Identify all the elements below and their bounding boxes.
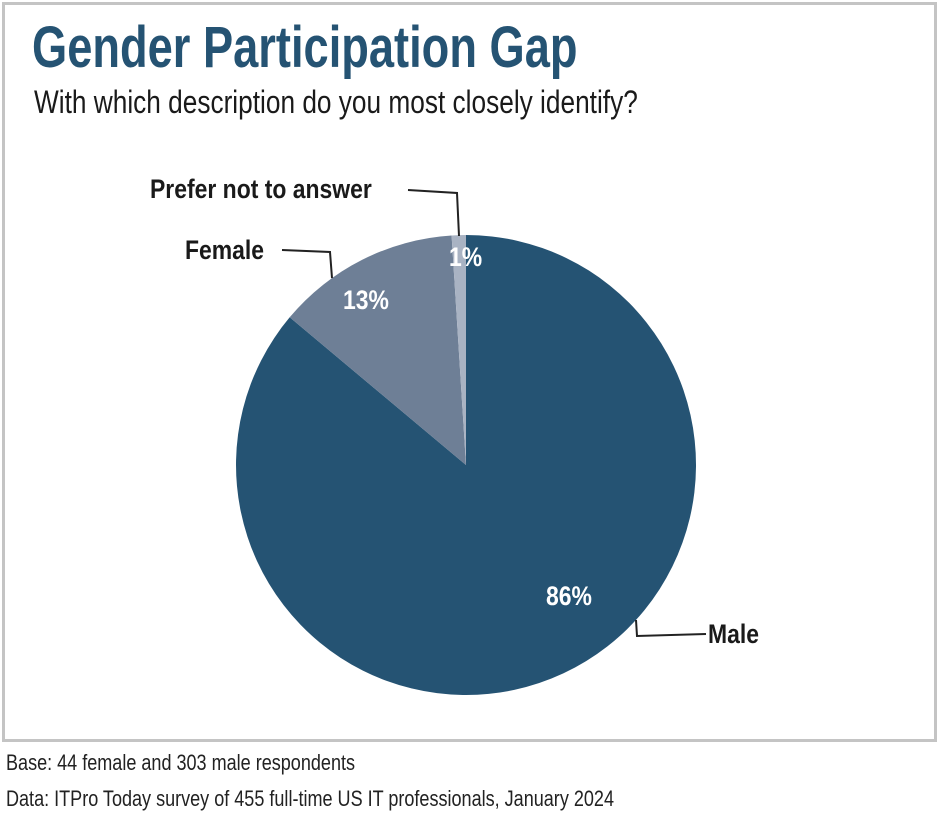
slice-prefer-not xyxy=(451,235,466,465)
label-female: Female xyxy=(185,235,264,265)
leader-female xyxy=(281,249,333,279)
value-female: 13% xyxy=(343,285,389,315)
value-male: 86% xyxy=(546,581,592,611)
value-prefer: 1% xyxy=(449,242,482,272)
leader-prefer xyxy=(407,189,460,237)
footnote-base: Base: 44 female and 303 male respondents xyxy=(6,750,356,775)
leader-male xyxy=(635,619,707,638)
label-prefer: Prefer not to answer xyxy=(150,174,372,204)
chart-title: Gender Participation Gap xyxy=(32,15,578,80)
slice-female xyxy=(289,235,466,465)
slice-male xyxy=(236,235,697,696)
footnote-data-source: Data: ITPro Today survey of 455 full-tim… xyxy=(6,786,614,811)
chart-subtitle: With which description do you most close… xyxy=(34,84,638,120)
label-male: Male xyxy=(708,619,759,649)
